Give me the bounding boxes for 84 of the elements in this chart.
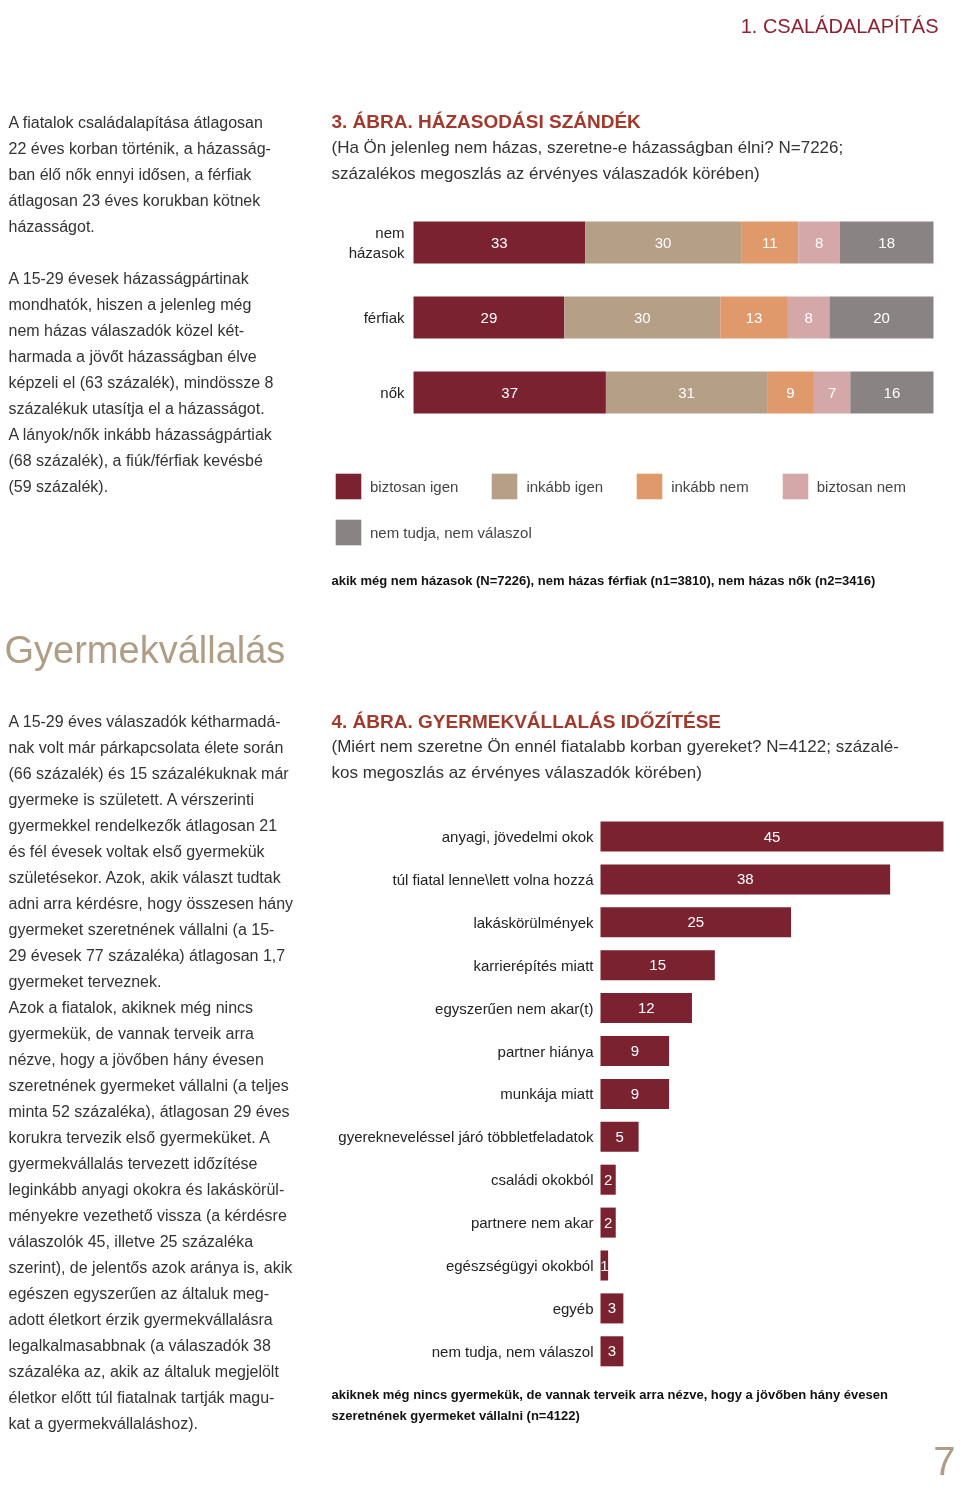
bar [787, 296, 830, 339]
bar [767, 371, 814, 414]
y-tick-label: egyéb [552, 1299, 594, 1317]
bar [813, 371, 851, 414]
y-tick-label: nem tudja, nem válaszol [431, 1342, 594, 1360]
chart-title: 4. ÁBRA. GYERMEKVÁLLALÁS IDŐZÍTÉSE [331, 710, 722, 732]
y-tick-label: lakáskörülmények [473, 913, 594, 931]
y-tick-label: munkája miatt [500, 1085, 595, 1103]
data-label: 29 [480, 308, 498, 326]
data-label: 20 [873, 308, 890, 326]
data-label: 9 [630, 1084, 639, 1102]
bar [839, 221, 934, 264]
bar [605, 371, 768, 414]
bar [600, 907, 792, 938]
y-tick-label: nem házasok [348, 223, 405, 262]
legend-label: inkább nem [671, 477, 749, 495]
bar [413, 296, 565, 339]
y-tick-label: férfiak [363, 309, 405, 326]
data-label: 38 [736, 870, 754, 888]
bar [413, 221, 586, 264]
data-label: 2 [603, 1213, 613, 1231]
bar [850, 371, 934, 414]
bar [413, 371, 606, 414]
bar [600, 993, 692, 1024]
data-label: 15 [649, 956, 667, 974]
legend-label: inkább igen [526, 477, 604, 495]
bar [600, 1035, 670, 1067]
y-tick-label: gyerekneveléssel járó többletfeladatok [338, 1128, 594, 1146]
text: akiknek még nincs gyermekük, de vannak terveik arra nézve, hogy a jövőben hány évesen szeretnének gyermeket vállalni (n=4122) [331, 1386, 888, 1423]
text: 1. CSALÁDALAPÍTÁS [740, 14, 939, 37]
bar [600, 864, 891, 895]
data-label: 1 [600, 1256, 609, 1274]
text: Azok a fiatalok, akiknek még nincs gyermekük, de vannak terveik arra nézve, hogy a jövőben hány évesen szeretnének gyermeket vállalni (a teljes minta 52 százaléka), átlagosan 29 éves korukra tervezik első gyermeküket. A gyermekvállalás tervezett időzítése leginkább anyagi okokra és lakáskörül- ményekre vezethető vissza (a kérdésre válaszolók 45, illetve 25 százaléka szerint), de jelentős azok aránya is, akik egészen egyszerűen az általuk meg- adott életkort érzik gyermekvállalásra legalkalmasabbnak (a válaszadók 38 százaléka az, akik az általuk megjelölt életkor előtt túl fiatalnak tartják magu- kat a gyermekvállaláshoz). [8, 998, 293, 1432]
data-label: 31 [678, 383, 695, 401]
bar [600, 1078, 670, 1109]
y-tick-label: egyszerűen nem akar(t) [435, 999, 594, 1017]
bar [600, 950, 715, 981]
data-label: 2 [603, 1170, 613, 1188]
text: akik még nem házasok (N=7226), nem házas férfiak (n1=3810), nem házas nők (n2=3416) [331, 572, 876, 588]
data-label: 9 [630, 1042, 639, 1059]
bar [720, 296, 788, 339]
y-tick-label: partner hiánya [497, 1042, 595, 1060]
y-tick-label: egészségügyi okokból [445, 1257, 594, 1274]
data-label: 11 [761, 233, 778, 251]
chart-subtitle: (Miért nem szeretne Ön ennél fiatalabb korban gyereket? N=4122; százalé- kos megoszlás az érvényes válaszadók körében) [331, 736, 899, 782]
y-tick-label: családi okokból [490, 1171, 594, 1189]
bar [564, 296, 721, 339]
data-label: 30 [633, 308, 651, 326]
text: A 15-29 évesek házasságpártinak mondhatók, hiszen a jelenleg még nem házas válaszadók közel két- harmada a jövőt házasságban élve képzeli el (63 százalék), mindössze 8 százalékuk utasítja el a házasságot. A lányok/nők inkább házasságpártiak (68 százalék), a fiúk/férfiak kevésbé (59 százalék). [8, 269, 274, 495]
text: A fiatalok családalapítása átlagosan 22 éves korban történik, a házasság- ban élő nők ennyi idősen, a férfiak átlagosan 23 éves korukban kötnek házasságot. [8, 113, 271, 235]
data-label: 45 [763, 827, 781, 845]
y-tick-label: karrierépítés miatt [473, 956, 595, 974]
y-tick-label: anyagi, jövedelmi okok [441, 828, 594, 845]
data-label: 9 [786, 383, 795, 401]
bar [798, 221, 840, 264]
text: A 15-29 éves válaszadók kétharmadá- nak volt már párkapcsolata élete során (66 százalék) és 15 százalékuknak már gyermeke is született. A vérszerinti gyermekkel rendelkezők átlagosan 21 és fél évesek voltak első gyermekük születésekor. Azok, akik választ tudtak adni arra kérdésre, hogy összesen hány gyermeket szeretnének vállalni (a 15- 29 évesek 77 százaléka) átlagosan 1,7 gyermeket terveznek. [8, 712, 294, 990]
data-label: 33 [490, 233, 508, 251]
chart-subtitle: (Ha Ön jelenleg nem házas, szeretne-e házasságban élni? N=7226; százalékos megoszlás az érvényes válaszadók körében) [331, 137, 844, 183]
legend-label: biztosan nem [816, 477, 906, 495]
data-label: 25 [687, 913, 705, 931]
bar [829, 296, 934, 339]
data-label: 16 [883, 383, 901, 401]
bar [585, 221, 742, 264]
bar [741, 221, 799, 264]
data-label: 7 [827, 383, 837, 401]
data-label: 8 [814, 233, 824, 251]
data-label: 8 [804, 308, 813, 326]
data-label: 3 [607, 1299, 617, 1317]
y-tick-label: túl fiatal lenne\lett volna hozzá [392, 870, 595, 888]
data-label: 5 [615, 1127, 624, 1145]
bar [600, 1121, 639, 1152]
legend-label: biztosan igen [370, 477, 459, 495]
text: 7 [933, 1438, 956, 1483]
data-label: 12 [637, 999, 655, 1017]
data-label: 13 [745, 308, 763, 326]
y-tick-label: nők [380, 384, 405, 401]
text: Gyermekvállalás [4, 628, 286, 671]
y-tick-label: partnere nem akar [470, 1214, 594, 1232]
bar [600, 821, 944, 852]
chart-title: 3. ÁBRA. HÁZASODÁSI SZÁNDÉK [331, 110, 642, 132]
data-label: 3 [607, 1342, 617, 1360]
data-label: 37 [501, 383, 519, 401]
data-label: 30 [654, 233, 672, 251]
data-label: 18 [878, 233, 896, 251]
